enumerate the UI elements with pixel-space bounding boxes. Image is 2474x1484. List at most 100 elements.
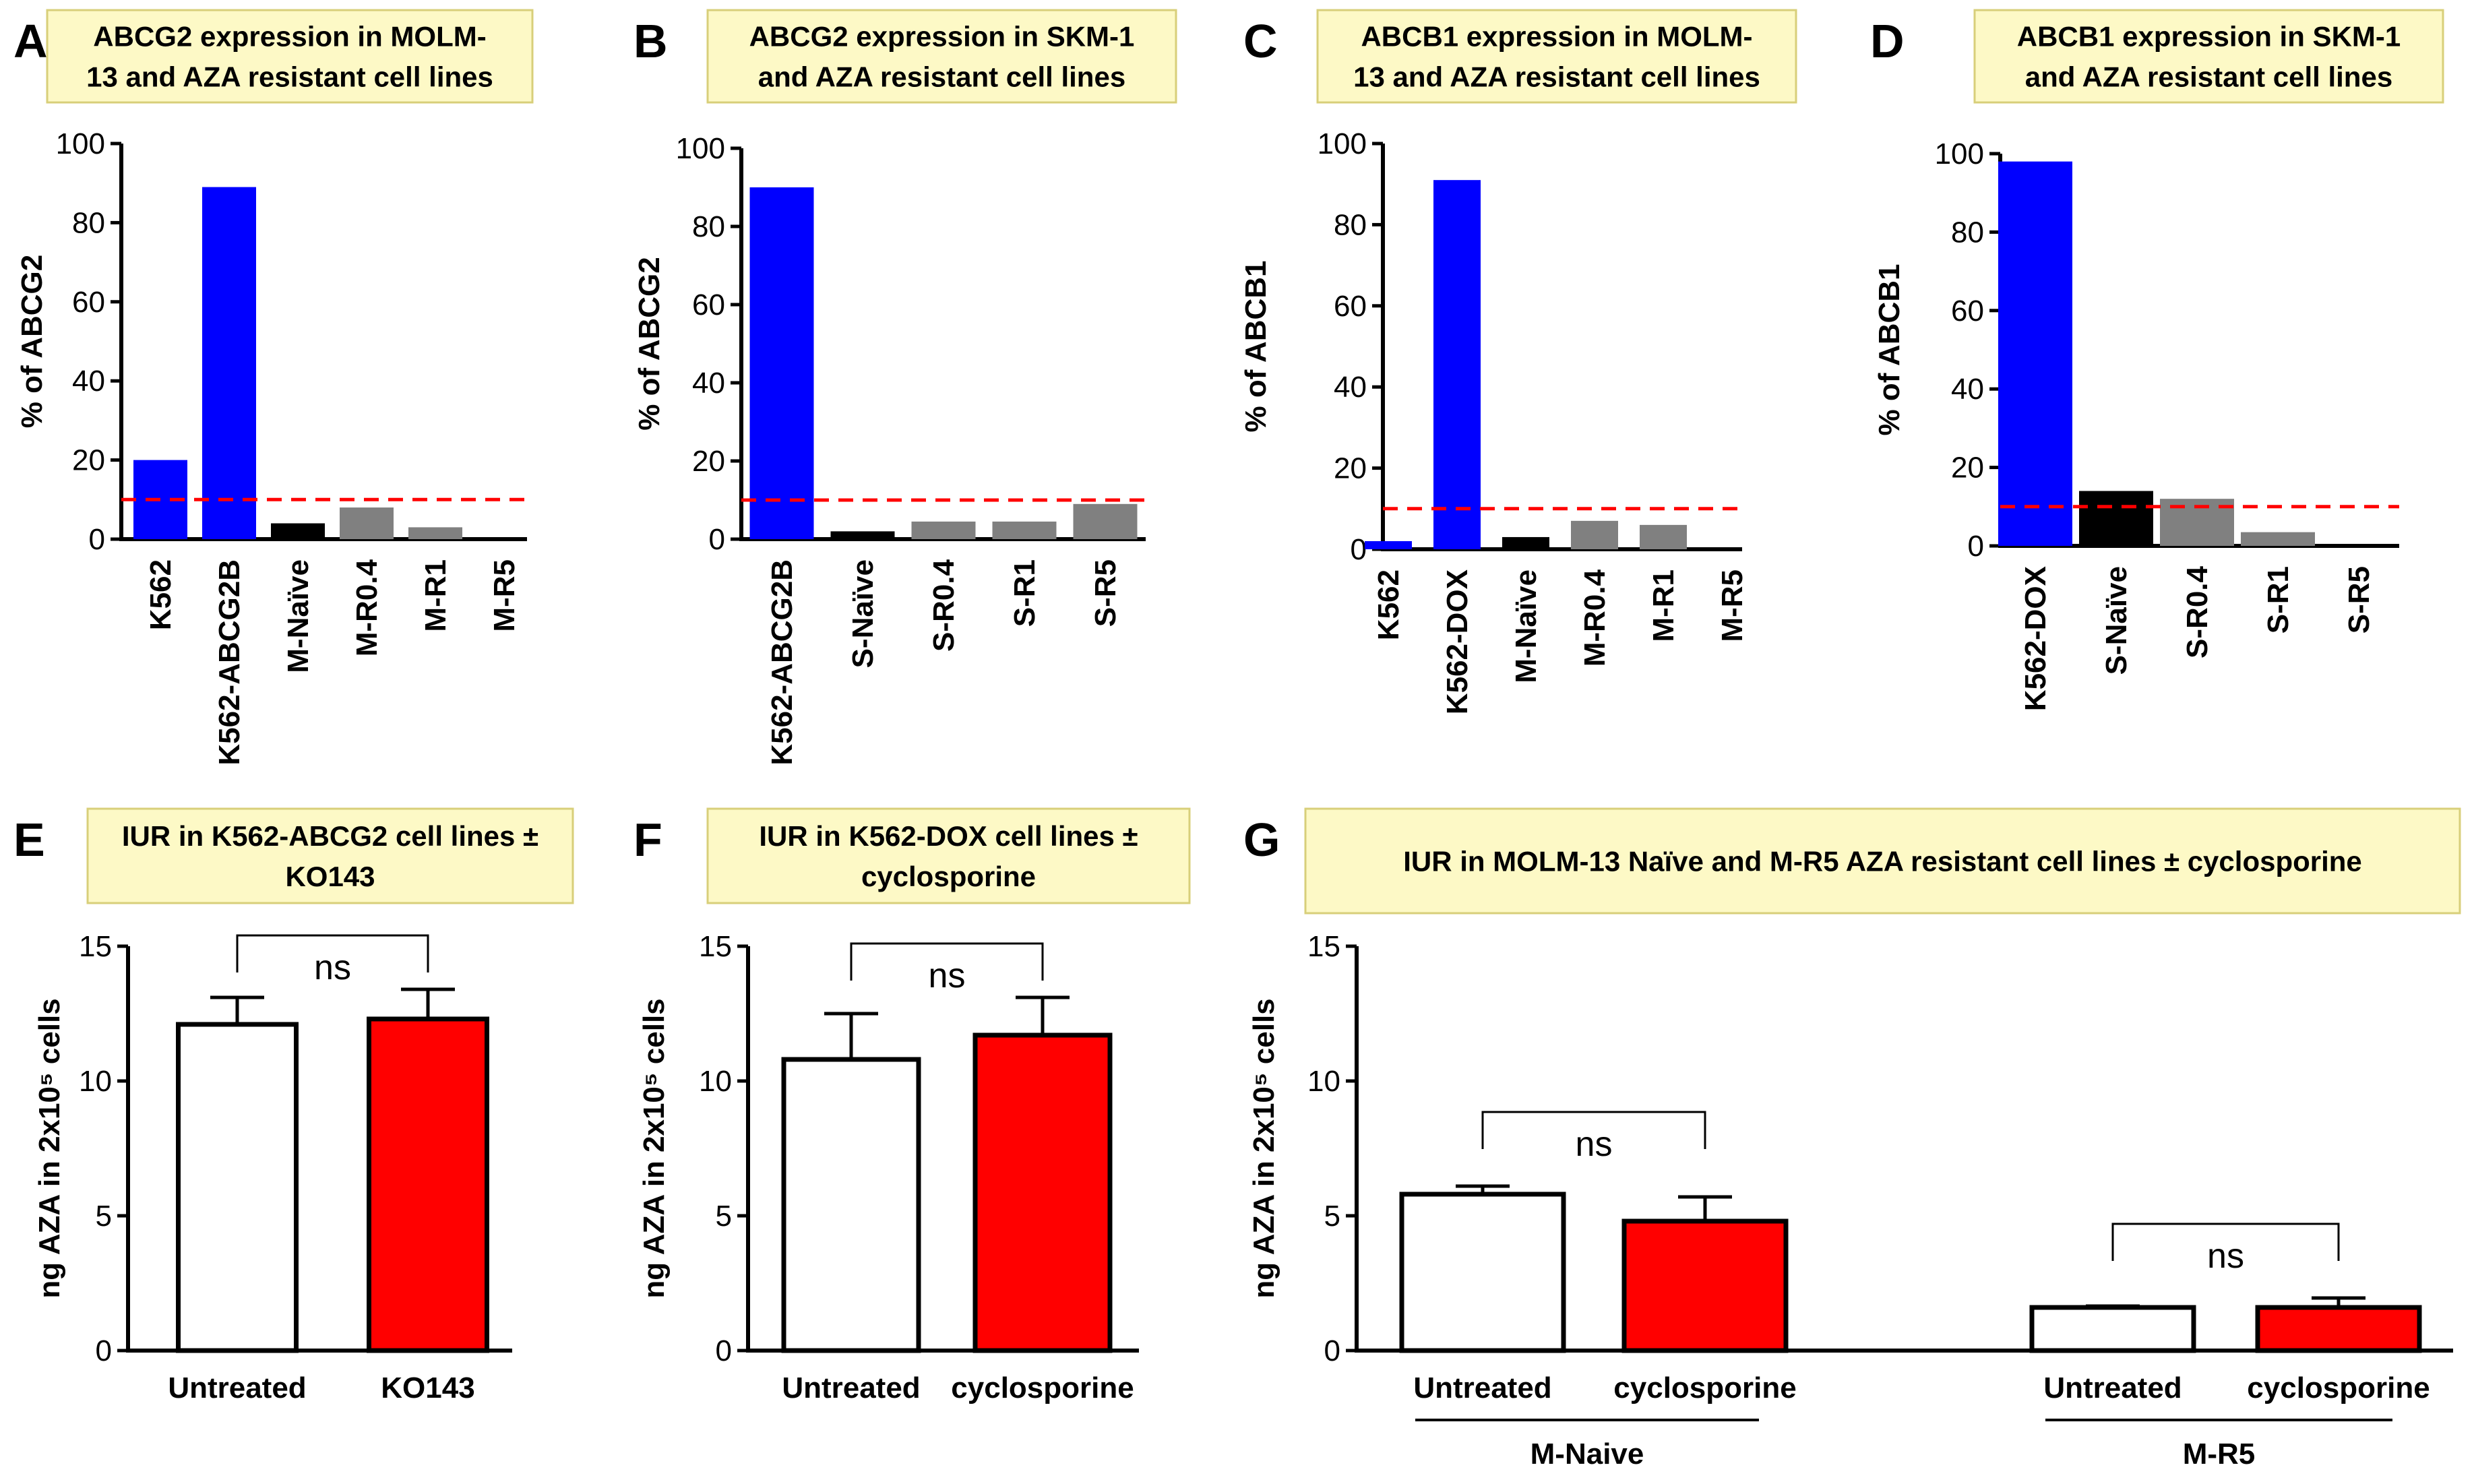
y-tick-label: 80 — [1334, 208, 1367, 241]
chart-title: and AZA resistant cell lines — [2025, 61, 2392, 93]
bar — [1365, 540, 1412, 549]
y-tick-label: 80 — [1951, 216, 1984, 249]
chart-title: ABCB1 expression in MOLM- — [1361, 21, 1752, 53]
x-tick-label: S-R5 — [1089, 559, 1122, 627]
bar — [1433, 180, 1481, 549]
x-tick-label: M-Naïve — [282, 559, 315, 673]
y-tick-label: 20 — [72, 444, 105, 477]
y-tick-label: 100 — [676, 132, 725, 165]
chart-title: IUR in K562-ABCG2 cell lines ± — [122, 820, 538, 852]
bar — [1998, 161, 2072, 546]
panel-c: C ABCB1 expression in MOLM- 13 and AZA res… — [1239, 9, 1797, 714]
x-tick-label: M-R5 — [1716, 569, 1749, 642]
y-tick-label: 0 — [1324, 1334, 1340, 1367]
y-tick-label: 60 — [692, 288, 725, 321]
bar — [271, 523, 325, 539]
x-tick-label: Untreated — [782, 1371, 920, 1404]
y-tick-label: 0 — [1968, 530, 1984, 563]
y-tick-label: 60 — [1334, 290, 1367, 323]
panel-label: A — [13, 15, 48, 67]
panel-label: C — [1243, 15, 1278, 67]
y-tick-label: 0 — [709, 523, 725, 556]
bar — [1502, 536, 1549, 549]
x-tick-label: M-R0.4 — [1578, 569, 1611, 667]
bar — [2079, 491, 2153, 546]
x-tick-label: KO143 — [381, 1371, 474, 1404]
x-tick-label: S-Naïve — [2100, 566, 2133, 675]
title-box — [1316, 9, 1797, 104]
y-tick-label: 0 — [96, 1334, 112, 1367]
x-tick-label: M-R0.4 — [350, 559, 383, 656]
y-axis-label: % of ABCB1 — [1239, 260, 1272, 432]
bar — [202, 187, 256, 539]
y-tick-label: 15 — [1307, 930, 1340, 963]
y-tick-label: 100 — [56, 127, 105, 160]
significance-label: ns — [1576, 1125, 1613, 1164]
y-tick-label: 100 — [1935, 137, 1984, 171]
panel-f: F IUR in K562-DOX cell lines ± cyclosporin… — [633, 807, 1191, 1404]
panel-label: E — [13, 813, 45, 866]
chart-title: and AZA resistant cell lines — [758, 61, 1125, 93]
y-axis-label: ng AZA in 2x10⁵ cells — [638, 998, 671, 1298]
y-tick-label: 15 — [699, 930, 732, 963]
chart-title: cyclosporine — [861, 861, 1036, 892]
bar — [1640, 524, 1687, 549]
x-tick-label: M-R1 — [419, 559, 452, 632]
bar — [1621, 1218, 1789, 1353]
bar — [1571, 520, 1618, 549]
x-tick-label: M-R1 — [1647, 569, 1680, 642]
y-tick-label: 10 — [699, 1065, 732, 1098]
significance-bracket — [236, 934, 429, 972]
title-box — [1973, 9, 2444, 104]
bar — [408, 527, 462, 539]
bar — [2255, 1305, 2422, 1353]
y-axis-label: ng AZA in 2x10⁵ cells — [1247, 998, 1280, 1298]
x-tick-label: S-Naïve — [846, 559, 879, 668]
group-label: M-Naive — [1530, 1437, 1644, 1471]
y-tick-label: 10 — [79, 1065, 112, 1098]
significance-bracket — [1481, 1111, 1706, 1149]
bar — [972, 1032, 1113, 1353]
panel-label: F — [633, 813, 662, 866]
y-tick-label: 40 — [692, 367, 725, 400]
x-tick-label: S-R1 — [2262, 566, 2295, 633]
x-tick-label: Untreated — [168, 1371, 306, 1404]
title-box — [706, 807, 1191, 904]
chart-title: ABCG2 expression in MOLM- — [93, 21, 486, 53]
panel-d: D ABCB1 expression in SKM-1 and AZA resist… — [1870, 9, 2444, 711]
x-tick-label: S-R0.4 — [927, 559, 960, 651]
panel-e: E IUR in K562-ABCG2 cell lines ± KO143 0 5 10… — [13, 807, 574, 1404]
significance-label: ns — [2207, 1237, 2244, 1276]
y-tick-label: 10 — [1307, 1065, 1340, 1098]
y-axis-label: % of ABCG2 — [633, 257, 666, 431]
significance-label: ns — [929, 956, 966, 995]
significance-bracket — [850, 942, 1044, 981]
chart-title: IUR in MOLM-13 Naïve and M-R5 AZA resist… — [1403, 846, 2362, 877]
x-tick-label: K562-DOX — [2019, 566, 2052, 711]
bar — [2029, 1305, 2196, 1353]
x-tick-label: S-R1 — [1008, 559, 1041, 627]
bar — [992, 521, 1057, 539]
chart-title: IUR in K562-DOX cell lines ± — [759, 820, 1138, 852]
x-tick-label: S-R0.4 — [2181, 565, 2214, 658]
bar — [176, 1022, 299, 1353]
y-tick-label: 40 — [1334, 371, 1367, 404]
y-tick-label: 20 — [1951, 452, 1984, 485]
x-tick-label: Untreated — [2043, 1371, 2182, 1404]
x-tick-label: K562 — [144, 559, 177, 630]
x-tick-label: S-R5 — [2343, 566, 2376, 633]
x-tick-label: cyclosporine — [951, 1371, 1134, 1404]
y-axis-label: % of ABCB1 — [1873, 264, 1906, 435]
bar — [1073, 503, 1138, 539]
panel-label: D — [1870, 15, 1905, 67]
y-tick-label: 0 — [89, 523, 105, 556]
chart-title: 13 and AZA resistant cell lines — [1353, 61, 1760, 93]
bar — [1399, 1192, 1566, 1353]
significance-label: ns — [314, 948, 351, 987]
title-box — [46, 9, 534, 104]
bar — [2241, 532, 2315, 546]
y-tick-label: 20 — [1334, 452, 1367, 485]
panel-g: G IUR in MOLM-13 Naïve and M-R5 AZA resis… — [1243, 807, 2461, 1471]
panel-label: G — [1243, 813, 1280, 866]
